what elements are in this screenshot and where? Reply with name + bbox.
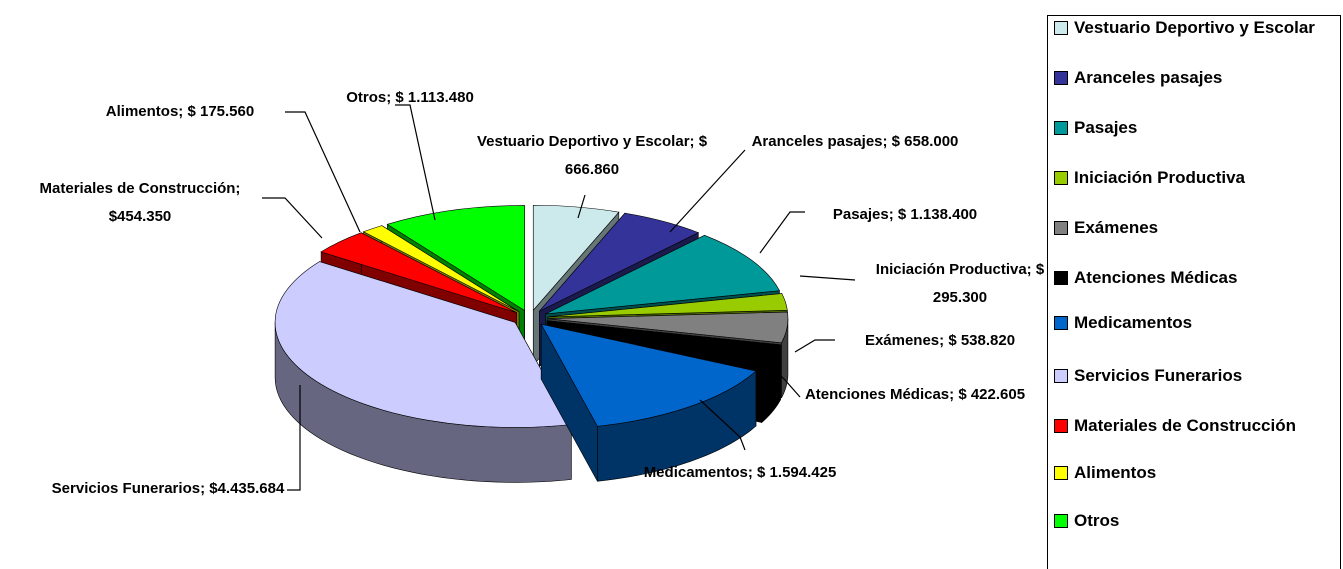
leader-line xyxy=(699,399,746,451)
data-label: Alimentos; $ 175.560 xyxy=(105,103,255,120)
legend-label: Materiales de Construcción xyxy=(1074,416,1297,435)
pie-slice xyxy=(540,323,757,427)
data-label: Medicamentos; $ 1.594.425 xyxy=(643,464,837,481)
leader-line xyxy=(262,197,323,239)
pie-slice xyxy=(546,320,781,368)
pie-slice xyxy=(362,225,520,313)
legend-swatch xyxy=(1054,21,1068,35)
legend-swatch xyxy=(1054,221,1068,235)
data-label: Atenciones Médicas; $ 422.605 xyxy=(804,386,1026,403)
legend-label: Aranceles pasajes xyxy=(1074,68,1223,87)
leader-line xyxy=(774,369,801,398)
pie-slice xyxy=(386,205,525,312)
legend-label: Medicamentos xyxy=(1074,313,1193,332)
legend-entry: Otros xyxy=(1054,511,1336,531)
data-label: Otros; $ 1.113.480 xyxy=(346,89,474,106)
data-label: Vestuario Deportivo y Escolar; $ 666.860 xyxy=(476,133,708,178)
leader-line xyxy=(794,339,835,353)
data-label: Servicios Funerarios; $4.435.684 xyxy=(51,480,285,497)
legend-entry: Servicios Funerarios xyxy=(1054,366,1336,386)
legend-label: Exámenes xyxy=(1074,218,1159,237)
legend-label: Iniciación Productiva xyxy=(1074,168,1245,187)
pie-slice xyxy=(274,261,572,428)
pie-slice xyxy=(539,212,700,312)
data-label: Iniciación Productiva; $ 295.300 xyxy=(875,261,1045,306)
legend-swatch xyxy=(1054,514,1068,528)
leader-line xyxy=(287,385,301,491)
legend: Vestuario Deportivo y Escolar Aranceles p… xyxy=(1047,15,1341,569)
legend-swatch xyxy=(1054,71,1068,85)
legend-swatch xyxy=(1054,466,1068,480)
legend-swatch xyxy=(1054,171,1068,185)
data-label: Aranceles pasajes; $ 658.000 xyxy=(751,133,959,150)
pie-slice xyxy=(532,204,620,312)
legend-entry: Atenciones Médicas xyxy=(1054,268,1336,288)
pie-slice xyxy=(545,235,780,315)
legend-label: Alimentos xyxy=(1074,463,1157,482)
legend-label: Vestuario Deportivo y Escolar xyxy=(1074,18,1315,37)
legend-entry: Exámenes xyxy=(1054,218,1336,238)
legend-label: Otros xyxy=(1074,511,1120,530)
legend-label: Atenciones Médicas xyxy=(1074,268,1238,287)
legend-swatch xyxy=(1054,121,1068,135)
leader-line xyxy=(577,194,586,219)
slice-3d xyxy=(274,261,572,483)
leader-line xyxy=(799,275,856,281)
legend-label: Servicios Funerarios xyxy=(1074,366,1243,385)
data-label: Exámenes; $ 538.820 xyxy=(864,332,1016,349)
leader-line xyxy=(669,149,746,233)
data-label: Pasajes; $ 1.138.400 xyxy=(832,206,978,223)
data-label: Materiales de Construcción; $454.350 xyxy=(39,180,241,225)
pie-slice xyxy=(547,311,789,344)
leader-line xyxy=(285,111,361,233)
legend-swatch xyxy=(1054,419,1068,433)
legend-swatch xyxy=(1054,271,1068,285)
pie-area xyxy=(262,104,856,491)
pie-slice xyxy=(547,293,788,318)
leader-line xyxy=(395,104,436,221)
legend-swatch xyxy=(1054,316,1068,330)
leader-line xyxy=(759,211,805,254)
legend-entry: Medicamentos xyxy=(1054,313,1336,333)
legend-entry: Pasajes xyxy=(1054,118,1336,138)
legend-entry: Materiales de Construcción xyxy=(1054,416,1336,436)
legend-entry: Alimentos xyxy=(1054,463,1336,483)
legend-entry: Aranceles pasajes xyxy=(1054,68,1336,88)
pie-slice xyxy=(320,232,517,313)
legend-entry: Iniciación Productiva xyxy=(1054,168,1336,188)
slice-3d xyxy=(540,323,757,482)
legend-entry: Vestuario Deportivo y Escolar xyxy=(1054,18,1336,38)
legend-label: Pasajes xyxy=(1074,118,1138,137)
legend-swatch xyxy=(1054,369,1068,383)
